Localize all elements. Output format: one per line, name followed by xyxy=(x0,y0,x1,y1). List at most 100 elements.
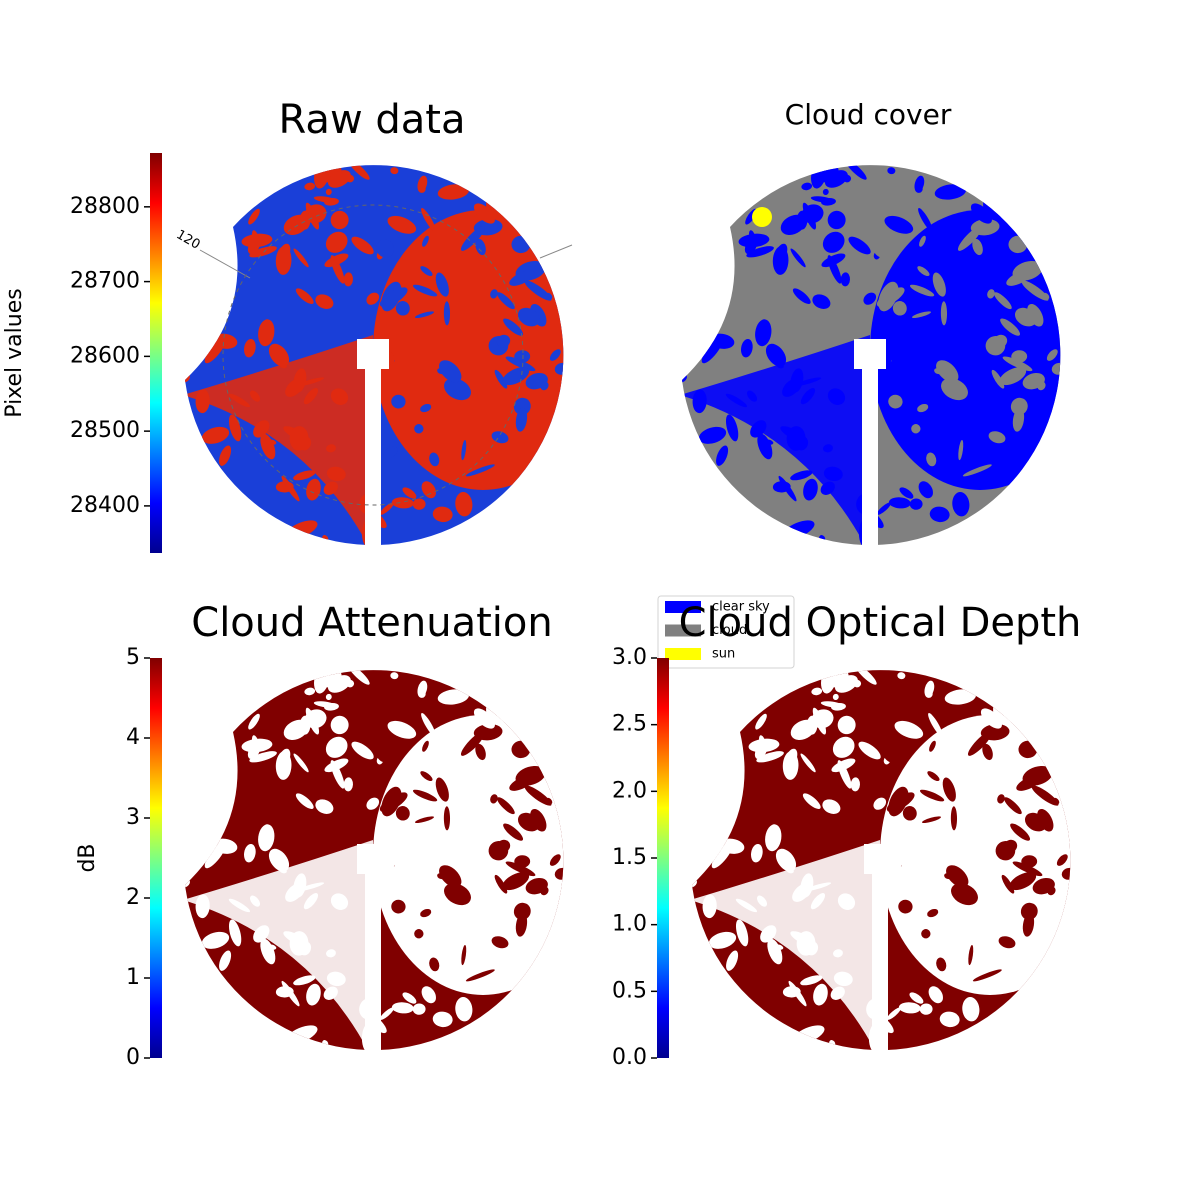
blob xyxy=(435,777,449,802)
blob xyxy=(420,908,432,918)
panel-title: Cloud Attenuation xyxy=(191,600,552,646)
blob xyxy=(936,360,959,383)
tick-label: 28600 xyxy=(70,343,140,368)
guide-ring xyxy=(222,204,524,506)
blob xyxy=(326,971,346,987)
mast xyxy=(365,860,381,1060)
blob xyxy=(465,464,495,477)
blob xyxy=(917,403,929,413)
blob xyxy=(343,777,353,792)
blob xyxy=(997,794,1005,804)
mast xyxy=(365,355,381,555)
blob xyxy=(824,170,848,188)
blob xyxy=(509,775,535,791)
blob xyxy=(402,487,417,499)
blob xyxy=(268,848,290,872)
blob xyxy=(420,771,433,782)
blob xyxy=(991,369,1005,389)
guide-line xyxy=(539,244,573,259)
blob xyxy=(412,1003,426,1015)
blob xyxy=(886,1007,901,1020)
colorbar xyxy=(657,658,669,1058)
blob xyxy=(429,957,440,972)
mast xyxy=(862,355,878,555)
blob xyxy=(491,936,509,949)
legend-swatch xyxy=(665,601,701,613)
blob xyxy=(831,758,856,773)
blob xyxy=(1056,854,1068,866)
blob xyxy=(437,184,469,200)
blob xyxy=(919,789,945,802)
blob xyxy=(800,388,816,405)
blob xyxy=(756,751,784,763)
blob xyxy=(775,848,797,872)
blob xyxy=(524,280,552,301)
clear-region xyxy=(880,715,1071,995)
blob xyxy=(968,945,974,966)
blob xyxy=(827,388,846,405)
blob xyxy=(909,284,935,297)
blob xyxy=(1037,381,1046,391)
sky-image xyxy=(185,165,564,555)
mast xyxy=(872,860,888,1060)
blob xyxy=(994,292,1012,310)
blob xyxy=(443,806,451,831)
clear-region xyxy=(682,335,870,546)
blob xyxy=(421,986,436,1004)
blob xyxy=(806,941,819,956)
blob xyxy=(822,188,829,196)
blob xyxy=(702,894,717,919)
blob xyxy=(303,893,319,910)
blob xyxy=(757,433,773,460)
blob xyxy=(303,388,319,405)
blob xyxy=(379,792,408,812)
blob xyxy=(327,675,351,693)
blob xyxy=(830,986,845,1000)
blob xyxy=(260,938,276,965)
blob xyxy=(201,312,218,326)
blob xyxy=(921,816,941,823)
blob xyxy=(883,744,902,763)
blob xyxy=(802,882,832,892)
blob xyxy=(554,362,564,375)
blob xyxy=(390,672,399,680)
blob xyxy=(376,744,395,763)
blob xyxy=(421,481,436,499)
blob xyxy=(249,751,277,763)
blob xyxy=(475,238,486,256)
blob xyxy=(873,239,892,258)
blob xyxy=(348,670,370,685)
blob xyxy=(782,378,802,397)
blob xyxy=(884,215,914,234)
blob xyxy=(800,753,816,773)
blob xyxy=(800,975,823,986)
blob xyxy=(988,431,1006,444)
blob xyxy=(765,824,782,852)
blob xyxy=(299,715,311,735)
blob xyxy=(503,318,524,336)
blob xyxy=(383,446,398,459)
blob xyxy=(792,288,811,304)
blob xyxy=(461,945,467,966)
blob xyxy=(1012,861,1043,877)
blob xyxy=(848,236,871,255)
blob xyxy=(810,196,834,203)
blob xyxy=(515,912,528,937)
blob xyxy=(741,338,753,358)
blob xyxy=(822,799,841,814)
blob xyxy=(293,470,316,481)
mount xyxy=(854,339,886,369)
blob xyxy=(379,287,408,307)
blob xyxy=(750,420,767,438)
blob xyxy=(494,369,508,389)
blob xyxy=(772,481,791,493)
blob xyxy=(391,899,406,914)
blob xyxy=(940,301,948,326)
blob xyxy=(806,715,818,735)
blob xyxy=(444,883,471,906)
legend-label: cloud xyxy=(712,623,747,638)
blob xyxy=(391,497,414,509)
blob xyxy=(439,360,462,383)
blob xyxy=(475,743,486,761)
